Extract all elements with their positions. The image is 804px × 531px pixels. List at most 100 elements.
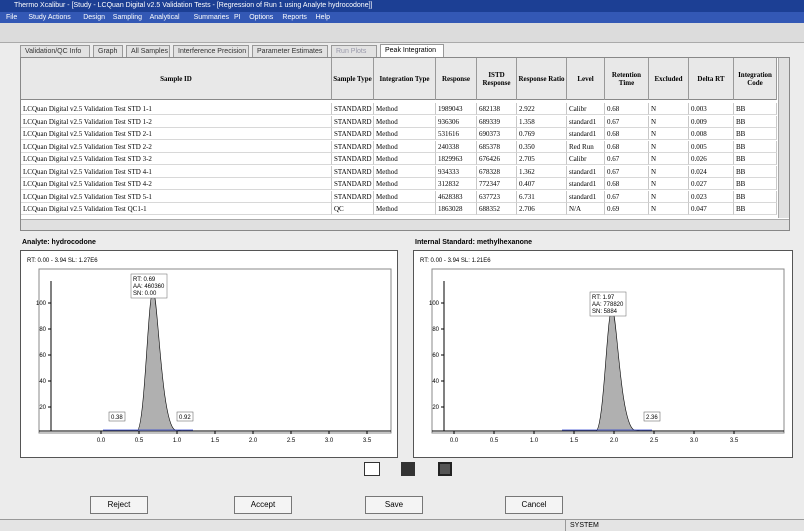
marker-box [643,411,661,422]
x-tick-label: 3.5 [730,438,739,444]
column-header[interactable]: Excluded [649,58,689,100]
table-cell: 1.358 [517,115,567,128]
panel-label: Analyte: hydrocodone [22,239,96,246]
table-cell: BB [734,140,777,153]
table-cell: BB [734,165,777,178]
x-tick-label: 0.5 [490,438,499,444]
menu-item[interactable]: Study Actions [28,14,71,21]
table-cell: 690373 [477,128,517,140]
table-cell: 1989043 [436,103,477,115]
column-header[interactable]: Level [567,58,605,100]
table-cell: 1829963 [436,153,477,165]
x-tick-label: 0.0 [97,438,106,444]
table-cell: 0.005 [689,140,734,153]
save-icon[interactable] [401,462,415,476]
table-cell: BB [734,203,777,215]
table-cell: N/A [567,203,605,215]
button[interactable]: Accept [234,496,292,514]
button[interactable]: Cancel [505,496,563,514]
table-view-icon[interactable] [364,462,380,476]
table-cell: 0.407 [517,178,567,190]
tab[interactable]: Validation/QC Info [20,45,90,57]
chromatogram-header: RT: 0.00 - 3.94 SL: 1.21E6 [420,258,491,264]
peak-annotation: RT: 1.97 [592,295,615,301]
button[interactable]: Reject [90,496,148,514]
table-cell: 0.68 [605,178,649,190]
menu-item[interactable]: Analytical [149,14,180,21]
column-header[interactable]: Integration Type [374,58,436,100]
marker-box [176,411,194,422]
table-cell: Method [374,178,436,190]
tab[interactable]: Graph [93,45,123,57]
column-header[interactable]: ISTD Response [477,58,517,100]
table-cell: STANDARD [332,190,374,203]
peak-label-box [130,273,168,299]
x-tick-label: 3.0 [690,438,699,444]
y-tick-label: 20 [39,405,46,411]
y-tick-label: 80 [39,327,46,333]
table-cell: QC [332,203,374,215]
table-cell: 0.68 [605,140,649,153]
menu-bar: File Study Actions Design Sampling Analytica… [0,12,804,23]
table-cell: 0.769 [517,128,567,140]
table-cell: LCQuan Digital v2.5 Validation Test QC1-… [21,203,332,215]
column-header[interactable]: Response Ratio [517,58,567,100]
tab[interactable]: Interference Precision [173,45,249,57]
horizontal-scrollbar[interactable] [21,219,789,230]
y-tick-label: 60 [39,353,46,359]
menu-item[interactable]: File [6,14,18,21]
title-bar: Thermo Xcalibur - [Study - LCQuan Digita… [0,0,804,12]
table-cell: standard1 [567,128,605,140]
table-cell: 688352 [477,203,517,215]
table-cell: 0.003 [689,103,734,115]
tab[interactable]: All Samples [126,45,170,57]
table-cell: BB [734,153,777,165]
x-tick-label: 3.5 [363,438,372,444]
column-header[interactable]: Integration Code [734,58,777,100]
window-title: Thermo Xcalibur - [Study - LCQuan Digita… [14,2,373,9]
vertical-scrollbar[interactable] [778,58,789,218]
x-tick-label: 1.0 [530,438,539,444]
menu-item[interactable]: Options [249,14,274,21]
table-cell: 531616 [436,128,477,140]
table-cell: 0.023 [689,190,734,203]
marker-label: 0.38 [111,415,123,421]
x-tick-label: 1.0 [173,438,182,444]
table-cell: 2.705 [517,153,567,165]
table-cell: LCQuan Digital v2.5 Validation Test STD … [21,128,332,140]
y-tick-label: 100 [36,301,47,307]
table-cell: Method [374,128,436,140]
table-cell: BB [734,128,777,140]
menu-item[interactable]: Summaries [193,14,229,21]
column-header[interactable]: Retention Time [605,58,649,100]
x-tick-label: 1.5 [570,438,579,444]
table-cell: 0.67 [605,190,649,203]
table-cell: STANDARD [332,128,374,140]
table-cell: Method [374,153,436,165]
menu-item[interactable]: PI [234,14,241,21]
table-cell: LCQuan Digital v2.5 Validation Test STD … [21,140,332,153]
table-cell: BB [734,115,777,128]
menu-item[interactable]: Reports [282,14,307,21]
peak-annotation: RT: 0.69 [133,277,156,283]
column-header[interactable]: Sample ID [21,58,332,100]
column-header[interactable]: Sample Type [332,58,374,100]
tab[interactable]: Parameter Estimates [252,45,328,57]
menu-item[interactable]: Design [83,14,105,21]
print-icon[interactable] [438,462,452,476]
table-cell: STANDARD [332,178,374,190]
menu-item[interactable]: Help [315,14,330,21]
y-tick-label: 40 [432,379,439,385]
x-tick-label: 2.0 [610,438,619,444]
x-tick-label: 2.5 [650,438,659,444]
table-cell: 2.922 [517,103,567,115]
column-header[interactable]: Delta RT [689,58,734,100]
table-header: Sample ID Sample Type Integration Type Resp… [21,58,777,100]
tab[interactable]: Peak Integration [380,44,444,57]
table-cell: STANDARD [332,165,374,178]
menu-item[interactable]: Sampling [112,14,142,21]
tab[interactable]: Run Plots [331,45,377,57]
column-header[interactable]: Response [436,58,477,100]
button[interactable]: Save [365,496,423,514]
